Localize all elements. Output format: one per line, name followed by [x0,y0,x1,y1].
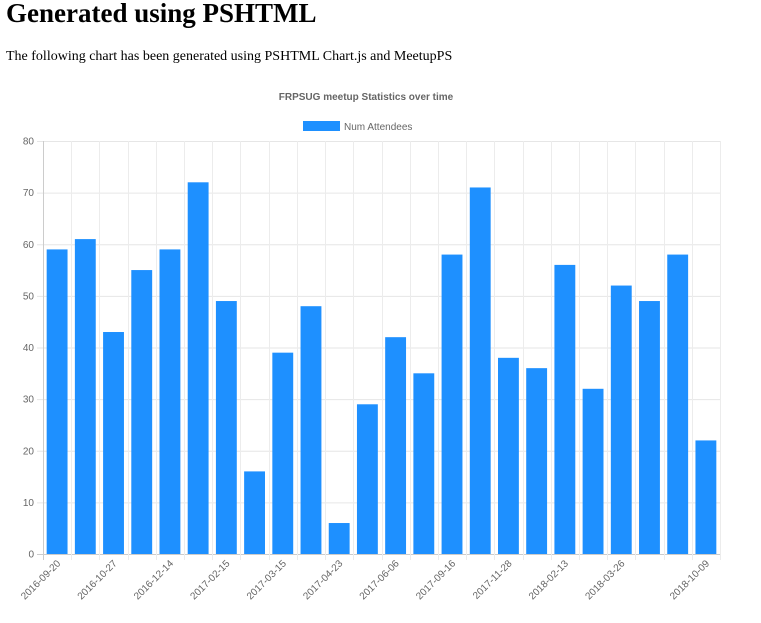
bar [469,187,491,554]
y-tick-label: 70 [23,188,35,199]
bar [244,471,265,554]
bar [582,388,604,554]
legend-label: Num Attendees [344,122,412,133]
x-tick-label: 2018-02-13 [527,558,571,602]
bar [328,523,350,554]
y-tick-label: 10 [23,498,35,509]
bar [131,270,153,554]
y-axis: 0 10 20 30 40 50 60 70 80 [23,137,35,561]
x-tick-label: 2018-10-09 [668,558,712,602]
bar [554,264,576,554]
bar [639,301,660,554]
grid-lines [37,141,721,560]
bar [356,404,378,554]
x-tick-label: 2016-09-20 [19,558,63,602]
bar [103,332,124,554]
bar [498,357,519,554]
bar [695,440,717,554]
x-tick-label: 2017-06-06 [358,558,402,602]
bar [272,352,294,554]
page-title: Generated using PSHTML [6,0,317,28]
x-tick-label: 2017-03-15 [245,558,289,602]
legend-swatch [303,121,340,131]
bar [215,301,237,554]
chart-title: FRPSUG meetup Statistics over time [279,92,454,103]
bar [413,373,435,554]
bar [667,254,689,554]
y-tick-label: 0 [28,550,34,561]
bar [385,337,407,554]
bar [300,306,322,554]
bar [46,249,68,554]
y-tick-label: 50 [23,291,35,302]
bar [74,239,96,554]
x-tick-label: 2018-03-26 [583,558,627,602]
x-tick-label: 2017-04-23 [301,558,345,602]
x-tick-label: 2017-02-15 [189,558,233,602]
x-tick-label: 2017-09-16 [414,558,458,602]
x-axis: 2016-09-20 2016-10-27 2016-12-14 2017-02-15… [19,558,712,602]
x-tick-label: 2017-11-28 [471,558,515,602]
y-tick-label: 80 [23,137,35,148]
x-tick-label: 2016-10-27 [76,558,120,602]
bar [526,368,548,554]
bar [441,254,463,554]
bar [187,182,209,555]
bars [46,182,717,555]
y-tick-label: 40 [23,343,35,354]
bar [610,285,632,554]
bar [159,249,181,554]
legend: Num Attendees [303,121,412,133]
y-tick-label: 60 [23,240,35,251]
x-tick-label: 2016-12-14 [132,558,176,602]
y-tick-label: 20 [23,446,35,457]
page-intro: The following chart has been generated u… [6,49,453,64]
y-tick-label: 30 [23,395,35,406]
